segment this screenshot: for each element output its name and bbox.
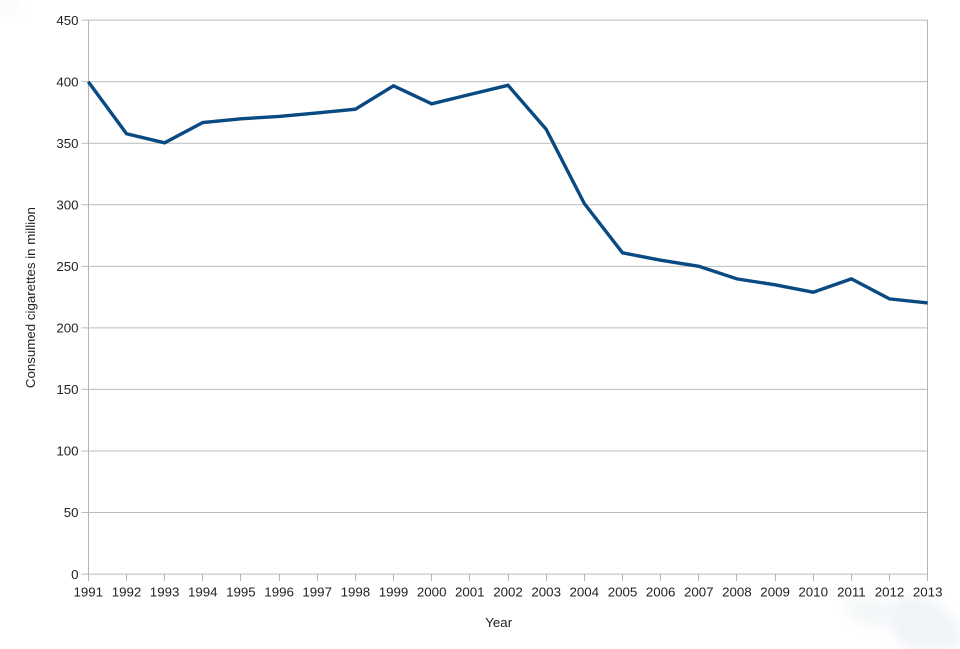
svg-text:1994: 1994	[188, 584, 218, 599]
svg-text:2003: 2003	[531, 584, 561, 599]
svg-text:Year: Year	[485, 615, 512, 630]
svg-text:1993: 1993	[150, 584, 180, 599]
svg-text:2007: 2007	[684, 584, 714, 599]
svg-text:300: 300	[56, 198, 78, 213]
svg-text:250: 250	[56, 259, 78, 274]
svg-text:200: 200	[56, 321, 78, 336]
svg-text:2009: 2009	[760, 584, 790, 599]
svg-text:1992: 1992	[112, 584, 142, 599]
svg-text:Consumed cigarettes in million: Consumed cigarettes in million	[23, 207, 38, 388]
svg-text:0: 0	[71, 567, 78, 582]
svg-text:2008: 2008	[722, 584, 752, 599]
svg-text:2010: 2010	[798, 584, 828, 599]
svg-text:2001: 2001	[455, 584, 485, 599]
svg-text:450: 450	[56, 13, 78, 28]
svg-text:400: 400	[56, 74, 78, 89]
svg-text:2006: 2006	[646, 584, 676, 599]
svg-text:100: 100	[56, 444, 78, 459]
svg-text:1996: 1996	[264, 584, 294, 599]
svg-text:2013: 2013	[913, 584, 943, 599]
svg-text:2004: 2004	[570, 584, 600, 599]
svg-text:1995: 1995	[226, 584, 256, 599]
svg-text:1998: 1998	[341, 584, 371, 599]
svg-text:2011: 2011	[837, 584, 866, 599]
svg-text:2012: 2012	[875, 584, 905, 599]
svg-text:2002: 2002	[493, 584, 523, 599]
svg-text:1997: 1997	[302, 584, 332, 599]
svg-text:1999: 1999	[379, 584, 409, 599]
svg-text:50: 50	[64, 505, 79, 520]
svg-text:2005: 2005	[608, 584, 638, 599]
svg-text:350: 350	[56, 136, 78, 151]
svg-text:1991: 1991	[74, 584, 104, 599]
svg-text:150: 150	[56, 382, 78, 397]
svg-text:2000: 2000	[417, 584, 447, 599]
